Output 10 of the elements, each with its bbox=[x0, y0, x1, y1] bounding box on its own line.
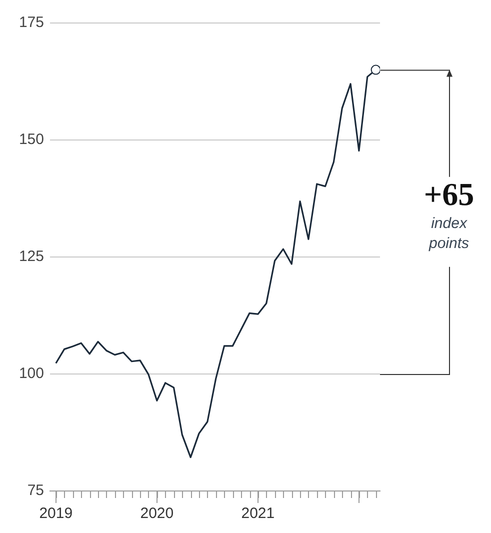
y-tick-label: 75 bbox=[27, 482, 44, 500]
text: index points bbox=[428, 215, 470, 252]
y-tick-label: 150 bbox=[18, 131, 44, 148]
y-tick-label: 100 bbox=[18, 365, 44, 382]
y-tick-label: 175 bbox=[18, 14, 44, 32]
x-tick-label: 2019 bbox=[39, 505, 73, 522]
x-tick-label: 2020 bbox=[140, 505, 174, 522]
y-tick-label: 125 bbox=[18, 248, 44, 266]
annotation: +65 bbox=[424, 176, 474, 212]
x-tick-label: 2021 bbox=[241, 505, 275, 522]
